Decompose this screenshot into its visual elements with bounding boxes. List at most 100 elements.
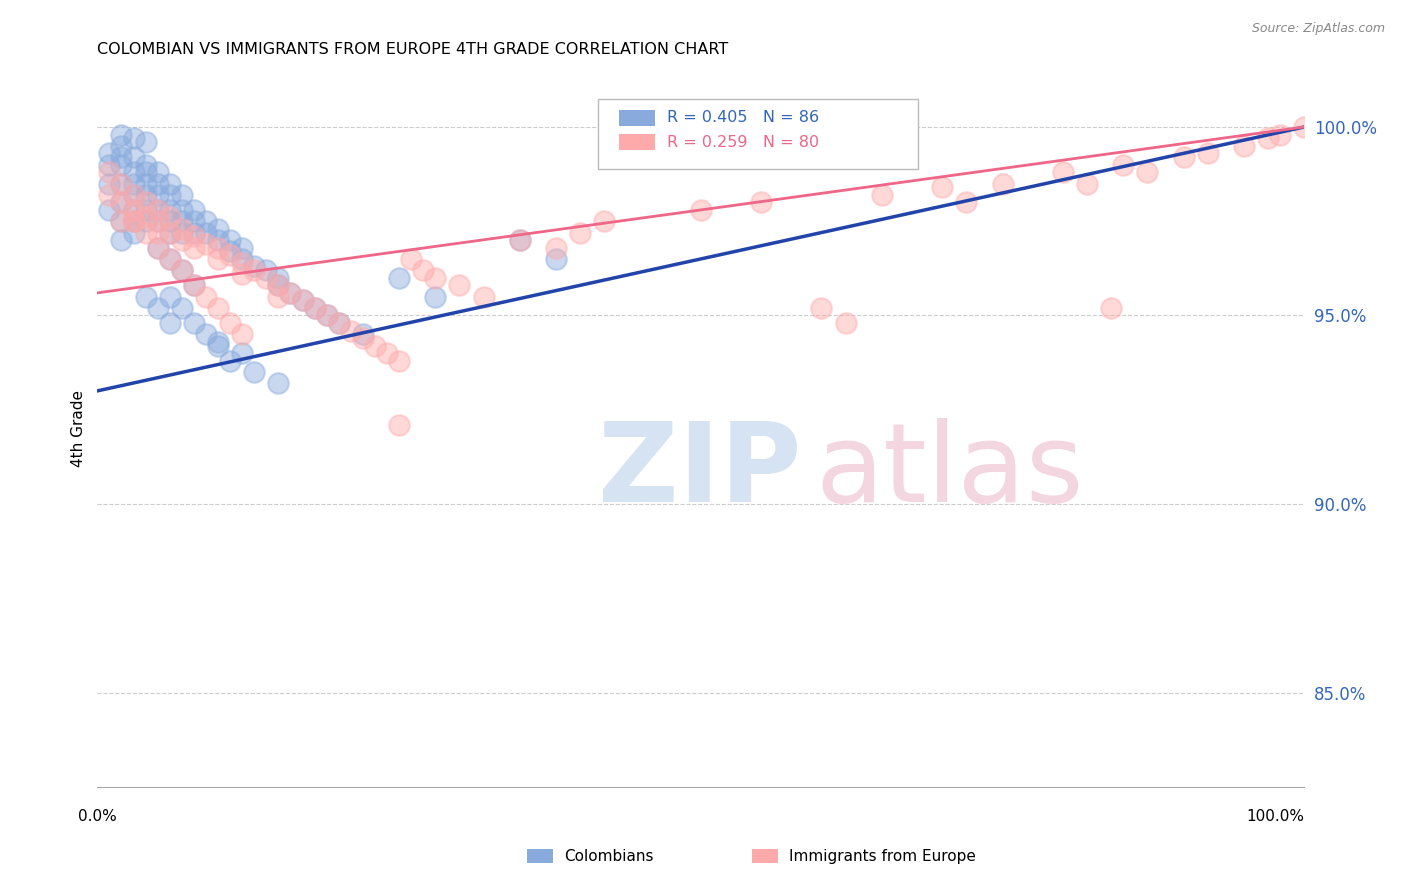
- Point: [146, 202, 169, 217]
- Point: [1257, 131, 1279, 145]
- Point: [135, 165, 157, 179]
- Point: [388, 417, 411, 432]
- Point: [267, 278, 290, 293]
- Point: [1197, 146, 1219, 161]
- Point: [207, 339, 229, 353]
- Point: [509, 233, 531, 247]
- Point: [98, 165, 121, 179]
- Point: [291, 293, 314, 308]
- Point: [207, 301, 229, 315]
- Point: [122, 202, 145, 217]
- Point: [194, 236, 217, 251]
- Point: [231, 252, 253, 266]
- Point: [267, 278, 290, 293]
- Point: [135, 290, 157, 304]
- Point: [183, 202, 205, 217]
- Point: [110, 195, 132, 210]
- Point: [425, 270, 447, 285]
- Point: [243, 263, 266, 277]
- Point: [352, 327, 374, 342]
- Point: [569, 226, 592, 240]
- Point: [304, 301, 326, 315]
- Text: COLOMBIAN VS IMMIGRANTS FROM EUROPE 4TH GRADE CORRELATION CHART: COLOMBIAN VS IMMIGRANTS FROM EUROPE 4TH …: [97, 42, 728, 57]
- Point: [170, 221, 193, 235]
- Point: [194, 226, 217, 240]
- Point: [146, 214, 169, 228]
- Point: [98, 187, 121, 202]
- Point: [110, 214, 132, 228]
- Point: [170, 301, 193, 315]
- Point: [388, 353, 411, 368]
- Point: [352, 331, 374, 345]
- Point: [1268, 128, 1291, 142]
- Point: [243, 260, 266, 274]
- Point: [146, 226, 169, 240]
- Point: [135, 211, 157, 225]
- Point: [991, 177, 1014, 191]
- Point: [194, 214, 217, 228]
- Point: [183, 278, 205, 293]
- Point: [231, 267, 253, 281]
- Point: [135, 135, 157, 149]
- Point: [122, 214, 145, 228]
- Point: [135, 195, 157, 210]
- Point: [110, 150, 132, 164]
- Point: [183, 278, 205, 293]
- Point: [544, 241, 567, 255]
- Point: [122, 202, 145, 217]
- Point: [110, 177, 132, 191]
- Point: [254, 263, 277, 277]
- Point: [146, 301, 169, 315]
- Point: [219, 233, 242, 247]
- Point: [159, 316, 181, 330]
- Point: [135, 158, 157, 172]
- Point: [388, 270, 411, 285]
- Point: [267, 290, 290, 304]
- Point: [280, 285, 302, 300]
- Point: [1136, 165, 1159, 179]
- Point: [231, 256, 253, 270]
- Point: [110, 195, 132, 210]
- Point: [1099, 301, 1122, 315]
- Point: [122, 150, 145, 164]
- Text: 100.0%: 100.0%: [1246, 809, 1305, 824]
- Point: [749, 195, 772, 210]
- Point: [170, 263, 193, 277]
- Point: [339, 324, 361, 338]
- Point: [231, 241, 253, 255]
- Text: Colombians: Colombians: [564, 849, 654, 863]
- Point: [110, 233, 132, 247]
- Point: [146, 187, 169, 202]
- Point: [194, 290, 217, 304]
- Point: [122, 214, 145, 228]
- Point: [955, 195, 977, 210]
- Point: [231, 346, 253, 360]
- Point: [98, 158, 121, 172]
- Text: 0.0%: 0.0%: [77, 809, 117, 824]
- Point: [110, 128, 132, 142]
- Text: Source: ZipAtlas.com: Source: ZipAtlas.com: [1251, 22, 1385, 36]
- Point: [1233, 138, 1256, 153]
- Point: [98, 177, 121, 191]
- Point: [159, 226, 181, 240]
- Point: [399, 252, 422, 266]
- Point: [1294, 120, 1316, 134]
- Point: [146, 165, 169, 179]
- Point: [207, 233, 229, 247]
- Point: [1076, 177, 1098, 191]
- Point: [449, 278, 471, 293]
- Point: [183, 229, 205, 244]
- Point: [207, 221, 229, 235]
- Point: [122, 214, 145, 228]
- Point: [254, 270, 277, 285]
- Point: [183, 226, 205, 240]
- Point: [207, 334, 229, 349]
- Point: [544, 252, 567, 266]
- Point: [243, 365, 266, 379]
- Point: [135, 177, 157, 191]
- Text: R = 0.259   N = 80: R = 0.259 N = 80: [666, 135, 820, 150]
- Point: [689, 202, 711, 217]
- Point: [291, 293, 314, 308]
- Text: R = 0.405   N = 86: R = 0.405 N = 86: [666, 111, 820, 125]
- Point: [159, 177, 181, 191]
